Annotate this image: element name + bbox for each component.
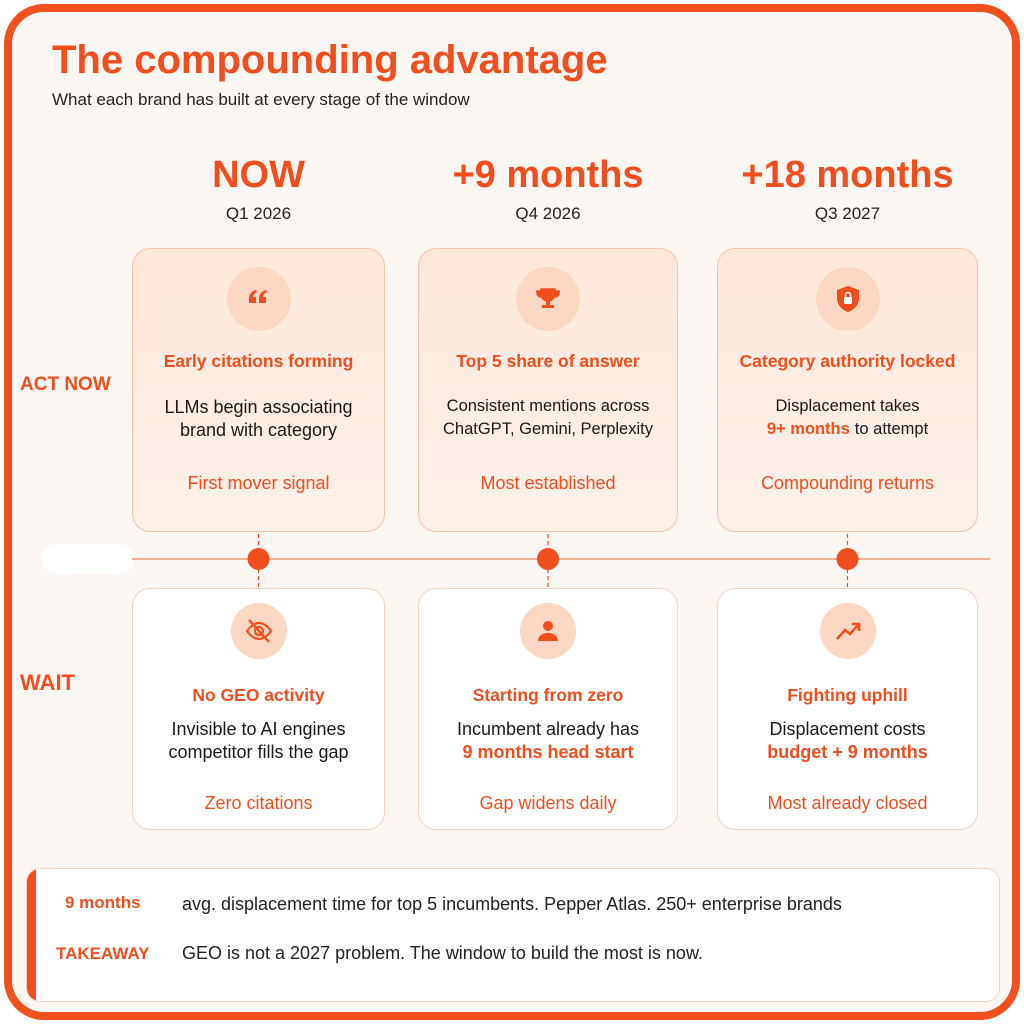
card-body-line: budget + 9 months [718,742,977,763]
subtitle: What each brand has built at every stage… [52,90,470,109]
accent-text: 9 months head start [462,742,634,762]
stat-text: avg. displacement time for top 5 incumbe… [182,894,842,914]
card-body-line: Displacement takes [718,397,977,416]
accent-text: 9+ months [766,420,850,438]
stat-label: 9 months [65,893,141,912]
card-footer: Compounding returns [760,473,935,493]
icon-glyph [245,619,272,643]
icon-glyph [536,288,560,308]
body-text: Invisible to AI engines [171,719,346,739]
icon-glyph [835,622,860,640]
card-body-line: Invisible to AI engines [133,719,384,740]
card: Early citations forming LLMs begin associ… [132,248,385,532]
body-text: brand with category [179,420,338,440]
footer-accent [27,869,36,1001]
timeline [42,520,990,600]
card: Category authority locked Displacement ta… [717,248,978,532]
card: No GEO activity Invisible to AI engines co… [132,588,385,830]
stage-date: Q1 2026 [225,204,292,223]
card-footer: Gap widens daily [479,793,617,813]
card-body-line: Displacement costs [718,719,977,740]
stage-label: +18 months [741,154,954,196]
card-body-line: competitor fills the gap [133,742,384,763]
icon [226,267,291,331]
infographic: The compounding advantage What each bran… [4,4,1020,1020]
body-text: ChatGPT, Gemini, Perplexity [443,420,653,438]
icon-glyph [836,286,859,312]
card: Fighting uphill Displacement costs budget … [717,588,978,830]
card-title: No GEO activity [192,685,325,705]
card-body-line: brand with category [133,420,384,441]
icon-glyph [248,290,267,303]
card-title: Starting from zero [472,685,624,705]
body-text: Displacement costs [769,719,926,739]
body-text: Incumbent already has [456,719,640,739]
timeline-dot [836,548,859,570]
card-body-line: Incumbent already has [419,719,677,740]
stage-label: +9 months [452,154,644,196]
card: Top 5 share of answer Consistent mentions… [418,248,678,532]
title: The compounding advantage [52,38,608,82]
takeaway-label: TAKEAWAY [56,944,150,963]
body-text: to attempt [854,420,929,438]
icon [815,267,880,331]
card-footer: First mover signal [187,473,330,493]
stage-date: Q3 2027 [814,204,881,223]
card-footer: Zero citations [204,793,313,813]
icon [516,267,580,331]
body-text: Consistent mentions across [446,397,650,415]
card-title: Category authority locked [739,351,956,371]
row-label: ACT NOW [20,374,111,395]
footer-box: 9 months avg. displacement time for top … [26,868,1000,1002]
card-body-line: LLMs begin associating [133,397,384,418]
body-text: Displacement takes [775,397,920,415]
stage-date: Q4 2026 [515,204,581,223]
row-label: WAIT [20,670,75,695]
accent-text: budget + 9 months [767,742,928,762]
card: Starting from zero Incumbent already has 9… [418,588,678,830]
icon [230,603,287,659]
takeaway-text: GEO is not a 2027 problem. The window to… [182,943,703,963]
timeline-dot [537,548,559,570]
card-footer: Most established [480,473,616,493]
timeline-start [42,544,134,574]
icon-glyph [538,621,558,641]
card-body-line: Consistent mentions across [419,397,677,416]
timeline-dot [247,548,270,570]
card-title: Early citations forming [163,351,354,371]
card-title: Top 5 share of answer [456,351,640,371]
icon [819,603,876,659]
card-body-line: 9+ months to attempt [718,420,977,439]
card-body-line: 9 months head start [419,742,677,763]
stage-label: NOW [212,154,305,196]
body-text: LLMs begin associating [164,397,353,417]
card-title: Fighting uphill [787,685,908,705]
card-body-line: ChatGPT, Gemini, Perplexity [419,420,677,439]
icon [520,603,576,659]
card-footer: Most already closed [767,793,928,813]
body-text: competitor fills the gap [168,742,349,762]
